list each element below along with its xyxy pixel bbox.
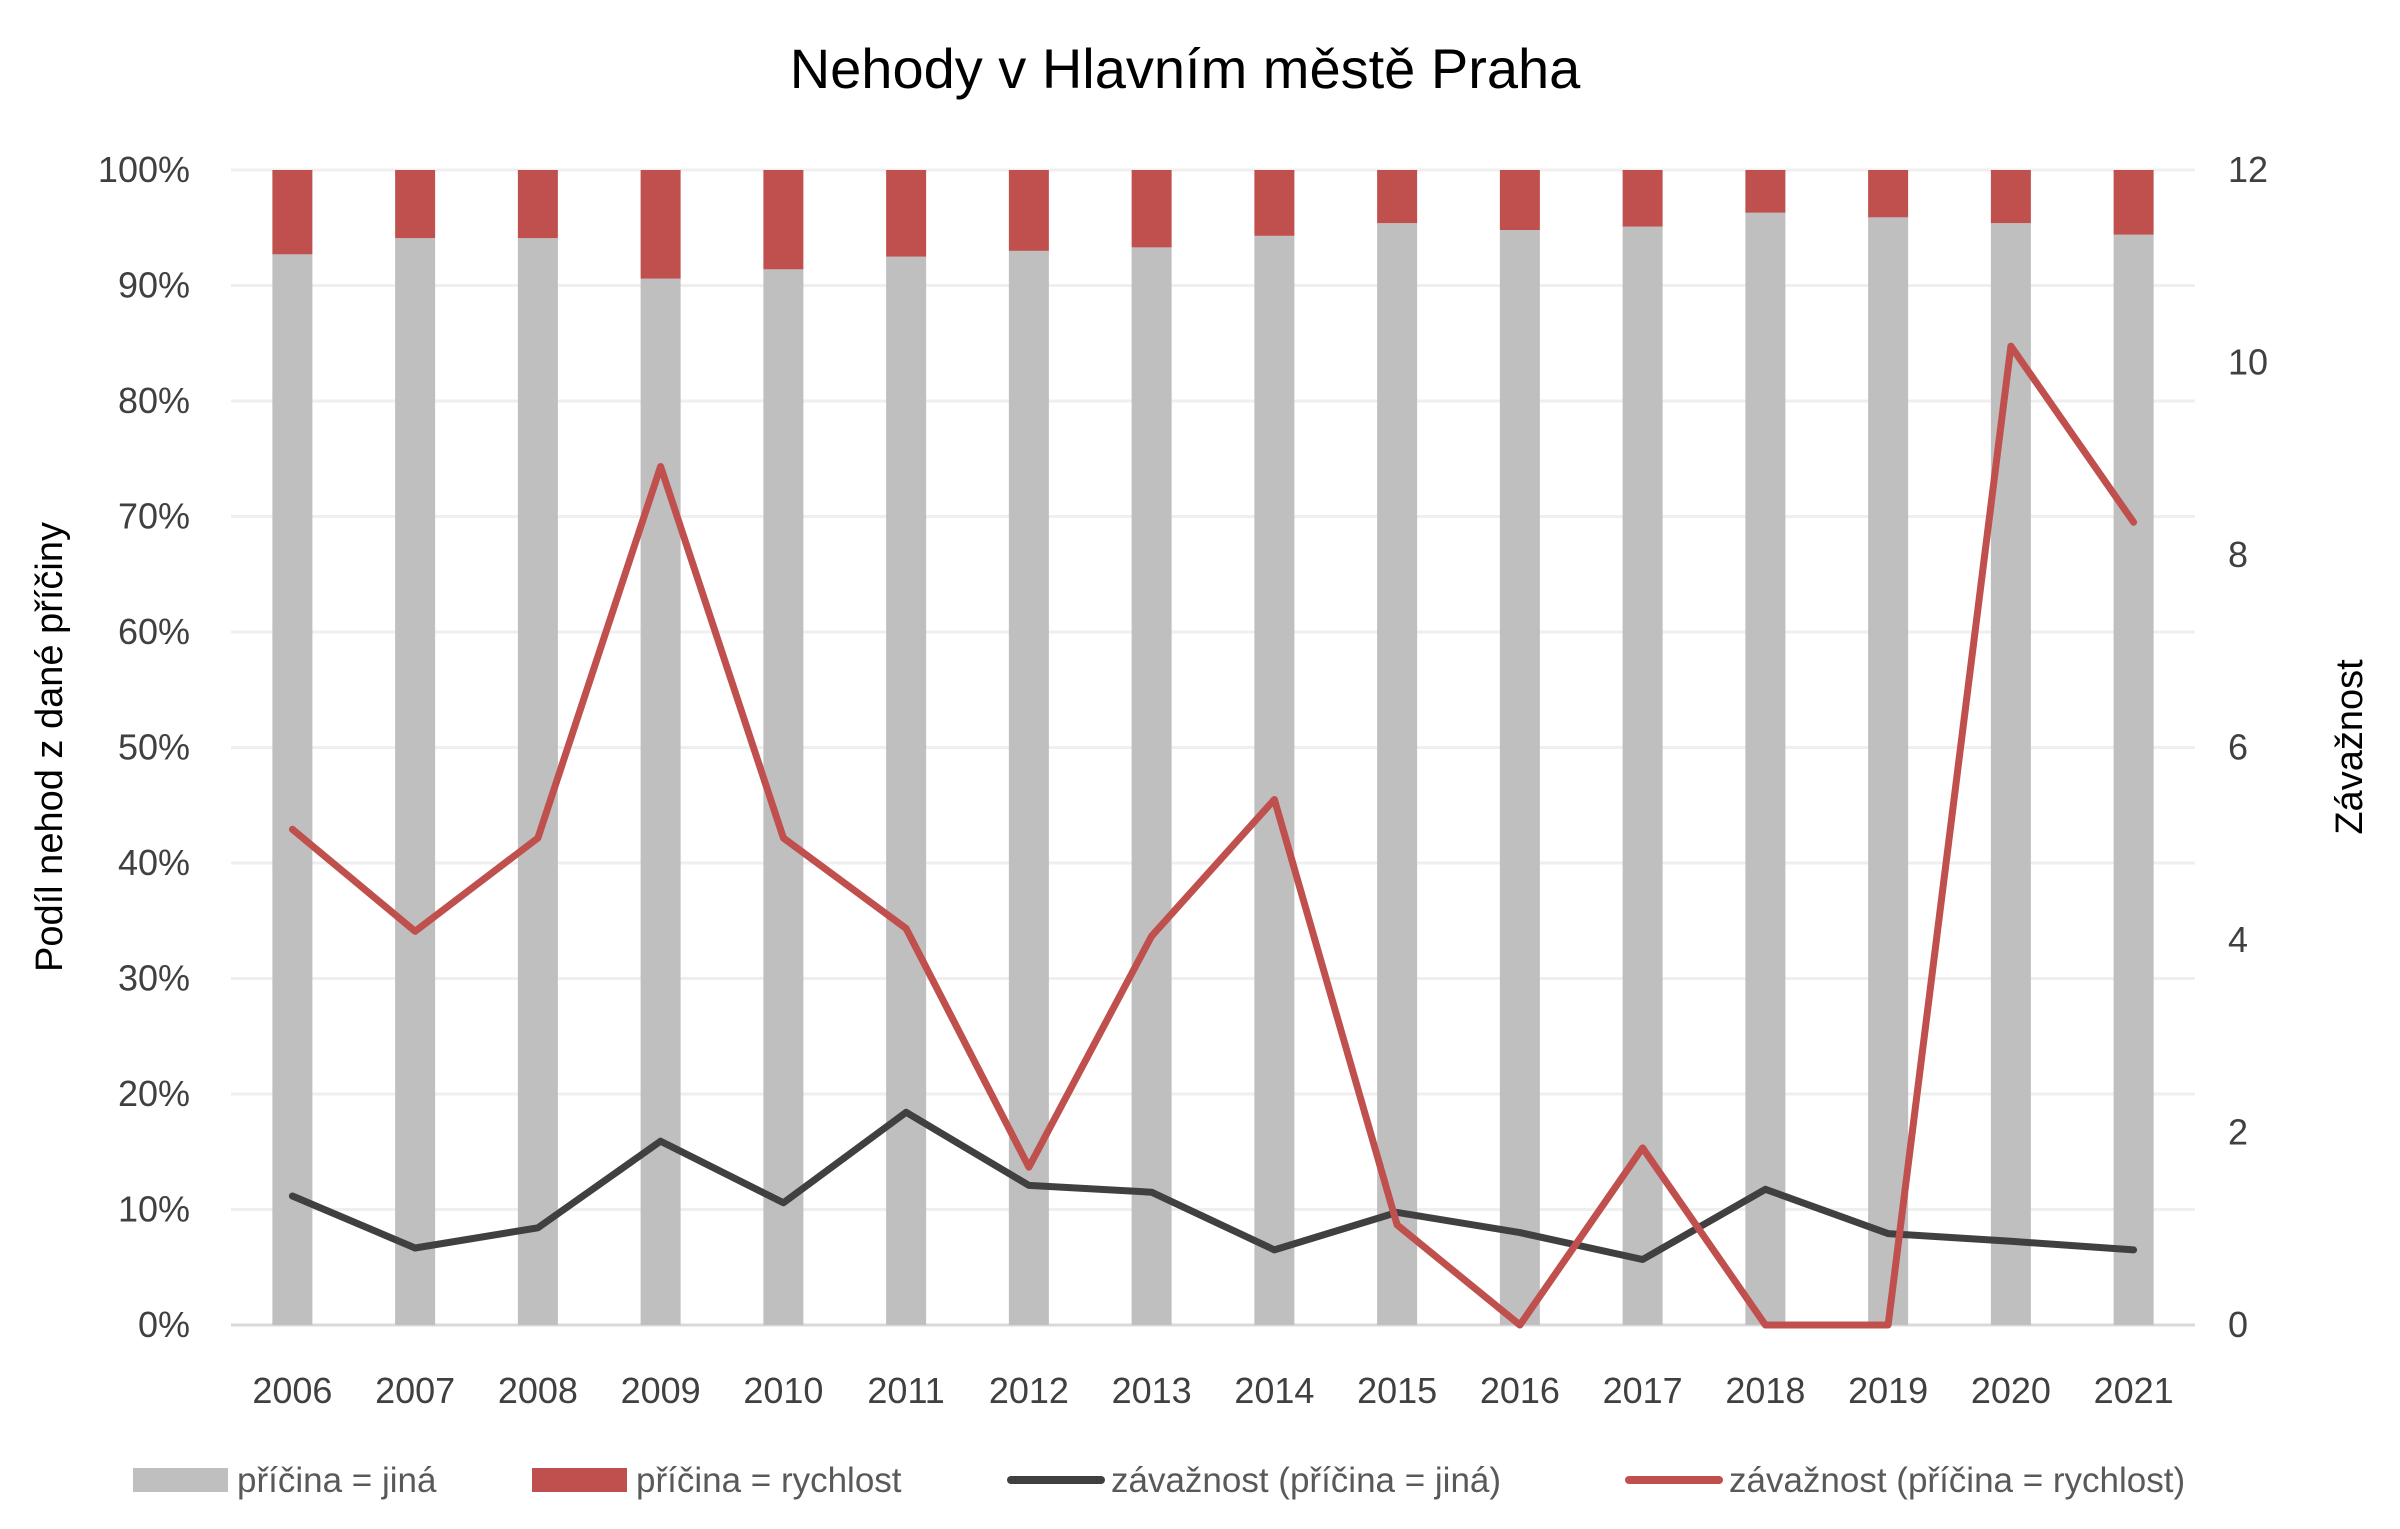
bar-segment-other	[1131, 247, 1172, 1325]
bar-segment-speed	[1990, 170, 2031, 224]
legend-label: příčina = jiná	[237, 1461, 437, 1500]
bar-segment-other	[1990, 223, 2031, 1325]
bar-segment-speed	[886, 170, 927, 257]
bar-segment-other	[640, 278, 681, 1325]
bar-segment-other	[1868, 217, 1909, 1326]
x-axis-ticks: 2006 2007 2008 2009 2010 2011 2012 2013 2014 2015…	[252, 1370, 2173, 1411]
y-tick-label: 30%	[118, 958, 190, 999]
y-tick-label: 10%	[118, 1189, 190, 1230]
legend: příčina = jiná příčina = rychlost závažnos…	[133, 1461, 2185, 1500]
chart-title: Nehody v Hlavním městě Praha	[790, 37, 1581, 100]
bar-segment-other	[1377, 223, 1418, 1325]
y-tick-label: 20%	[118, 1073, 190, 1114]
y-tick-label: 40%	[118, 842, 190, 883]
bar-segment-other	[1499, 230, 1540, 1325]
x-tick-label: 2021	[2094, 1370, 2174, 1411]
bar-segment-other	[886, 256, 927, 1325]
x-tick-label: 2018	[1725, 1370, 1805, 1411]
x-tick-label: 2013	[1112, 1370, 1192, 1411]
lines	[288, 342, 2138, 1329]
y-axis-left-title: Podíl nehod z dané příčiny	[29, 522, 71, 972]
line-severity-other	[288, 1108, 2138, 1263]
bar-segment-other	[1254, 235, 1295, 1326]
legend-label: závažnost (příčina = rychlost)	[1729, 1461, 2185, 1500]
y-tick-label: 0%	[138, 1304, 190, 1345]
bar-segment-other	[1622, 226, 1663, 1326]
x-tick-label: 2014	[1234, 1370, 1314, 1411]
legend-swatch-box	[532, 1468, 627, 1492]
x-tick-label: 2009	[621, 1370, 701, 1411]
line-severity-speed	[288, 342, 2138, 1329]
bar-segment-other	[1745, 212, 1786, 1326]
bar-segment-speed	[1131, 170, 1172, 248]
y-tick-label: 80%	[118, 380, 190, 421]
y2-tick-label: 4	[2228, 919, 2248, 960]
bar-segment-speed	[640, 170, 681, 279]
legend-label: příčina = rychlost	[636, 1461, 902, 1500]
bar-segment-other	[395, 238, 436, 1325]
x-tick-label: 2017	[1603, 1370, 1683, 1411]
y-axis-right-title: Závažnost	[2329, 659, 2371, 835]
bar-segment-other	[2113, 234, 2154, 1326]
bar-segment-speed	[1499, 170, 1540, 231]
x-tick-label: 2006	[252, 1370, 332, 1411]
bar-segment-speed	[1745, 170, 1786, 213]
bar-segment-speed	[2113, 170, 2154, 235]
bar-segment-speed	[1254, 170, 1295, 236]
bars	[272, 170, 2154, 1326]
x-tick-label: 2011	[867, 1370, 944, 1411]
y2-tick-label: 0	[2228, 1304, 2248, 1345]
y-tick-label: 70%	[118, 496, 190, 537]
legend-swatch-box	[133, 1468, 228, 1492]
y2-tick-label: 12	[2228, 149, 2268, 190]
y2-tick-label: 10	[2228, 342, 2268, 383]
bar-segment-other	[517, 238, 558, 1325]
y2-tick-label: 8	[2228, 534, 2248, 575]
x-tick-label: 2008	[498, 1370, 578, 1411]
y-tick-label: 50%	[118, 727, 190, 768]
bar-segment-speed	[272, 170, 313, 255]
y-tick-label: 100%	[98, 149, 190, 190]
y2-tick-label: 2	[2228, 1112, 2248, 1153]
x-tick-label: 2012	[989, 1370, 1069, 1411]
bar-segment-speed	[1008, 170, 1049, 251]
y-axis-right-ticks: 0 2 4 6 8 10 12	[2228, 149, 2268, 1345]
x-tick-label: 2015	[1357, 1370, 1437, 1411]
bar-segment-speed	[395, 170, 436, 239]
y-tick-label: 90%	[118, 265, 190, 306]
bar-segment-speed	[517, 170, 558, 239]
bar-segment-speed	[763, 170, 804, 270]
bar-segment-speed	[1868, 170, 1909, 218]
bar-segment-other	[272, 254, 313, 1326]
x-tick-label: 2010	[743, 1370, 823, 1411]
bar-segment-speed	[1377, 170, 1418, 224]
x-tick-label: 2016	[1480, 1370, 1560, 1411]
bar-segment-speed	[1622, 170, 1663, 227]
y2-tick-label: 6	[2228, 727, 2248, 768]
x-tick-label: 2019	[1848, 1370, 1928, 1411]
y-tick-label: 60%	[118, 611, 190, 652]
x-tick-label: 2007	[375, 1370, 455, 1411]
x-tick-label: 2020	[1971, 1370, 2051, 1411]
legend-label: závažnost (příčina = jiná)	[1111, 1461, 1501, 1500]
y-axis-left-ticks: 0% 10% 20% 30% 40% 50% 60% 70% 80% 90% 100%	[98, 149, 190, 1345]
